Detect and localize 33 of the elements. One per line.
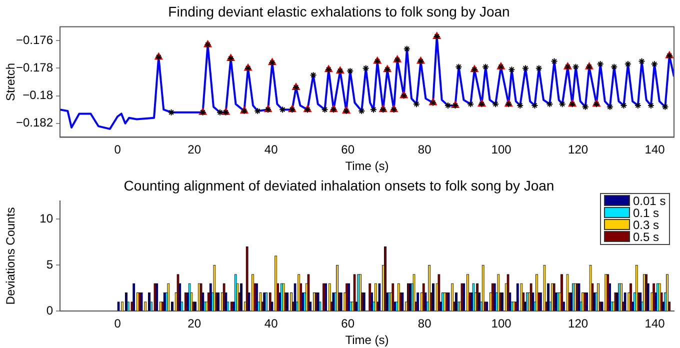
legend-label: 0.1 s	[633, 206, 660, 220]
x-axis-title: Time (s)	[345, 159, 389, 174]
x-tick-label: 20	[188, 316, 202, 331]
x-tick-label: 80	[418, 316, 432, 331]
x-tick-label: 60	[341, 316, 355, 331]
y-tick-label: −0.182	[16, 116, 54, 130]
x-tick-label: 0	[114, 142, 122, 157]
y-tick-label: −0.176	[16, 32, 54, 47]
x-tick-label: 120	[568, 316, 588, 331]
x-tick-label: 40	[264, 142, 278, 157]
chart-title: Counting alignment of deviated inhalation onsets to folk song by Joan	[124, 177, 554, 194]
y-tick-label: 0	[46, 304, 54, 318]
y-tick-label: 10	[40, 212, 54, 226]
y-tick-label: −0.178	[16, 60, 54, 75]
legend-label: 0.5 s	[633, 230, 660, 244]
chart-title: Finding deviant elastic exhalations to folk song by Joan	[168, 3, 510, 20]
legend-label: 0.3 s	[633, 218, 660, 232]
x-tick-label: 100	[491, 316, 512, 331]
x-axis-title: Time (s)	[345, 333, 389, 348]
x-tick-label: 100	[491, 142, 512, 157]
x-tick-label: 40	[264, 316, 278, 331]
x-tick-label: 80	[418, 142, 432, 157]
x-tick-label: 60	[341, 142, 355, 157]
y-axis-title: Deviations Counts	[4, 207, 18, 305]
y-axis-title: Stretch	[4, 62, 18, 102]
legend-label: 0.01 s	[633, 194, 666, 208]
y-tick-label: −0.18	[22, 88, 54, 102]
y-tick-label: 5	[46, 258, 54, 272]
x-tick-label: 0	[114, 316, 122, 331]
x-tick-label: 140	[644, 316, 666, 331]
x-tick-label: 140	[644, 142, 666, 157]
x-tick-label: 20	[188, 142, 202, 157]
x-tick-label: 120	[568, 142, 588, 157]
